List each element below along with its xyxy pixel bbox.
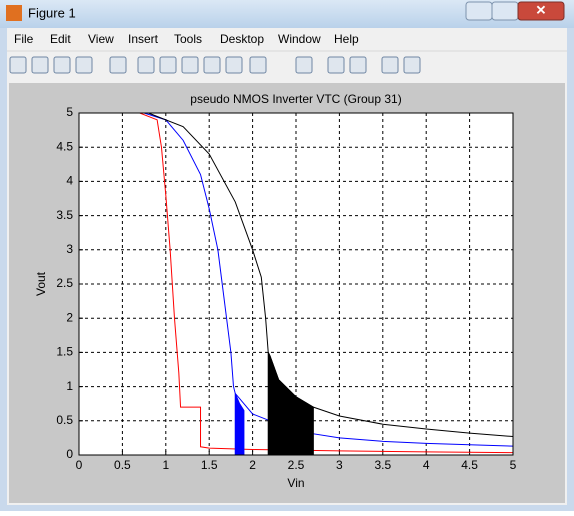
x-tick-label: 2.5 [288,458,305,472]
minimize-button[interactable] [465,1,493,21]
filled-region [267,352,314,456]
series-line [79,112,514,447]
toolbar-button[interactable] [381,56,399,74]
y-tick-label: 5 [66,105,73,119]
y-tick-label: 0 [66,447,73,461]
toolbar-button[interactable] [109,56,127,74]
chart-title: pseudo NMOS Inverter VTC (Group 31) [190,92,401,106]
y-tick-label: 1.5 [56,345,73,359]
plot: 0 0.5 1 1.5 2 2.5 3 3.5 4 4.5 5 0 0.5 1 1.5 2 2.5 3 3.5 4 4.… [56,105,516,472]
y-tick-label: 3.5 [56,208,73,222]
x-tick-label: 4.5 [461,458,478,472]
menu-item[interactable]: Insert [128,32,159,46]
toolbar [9,56,421,74]
close-button[interactable] [517,1,565,21]
y-tick-label: 4.5 [56,139,73,153]
axes-box [78,112,514,456]
menu-bar: File Edit View Insert Tools Desktop Window Help [14,32,359,46]
y-tick-label: 3 [66,242,73,256]
x-tick-label: 4 [423,458,430,472]
x-tick-label: 2 [249,458,256,472]
menu-item[interactable]: Help [334,32,359,46]
x-tick-label: 3.5 [374,458,391,472]
app-icon [6,5,22,21]
x-tick-label: 0 [76,458,83,472]
x-tick-label: 0.5 [114,458,131,472]
menu-item[interactable]: Edit [50,32,71,46]
maximize-button[interactable] [491,1,519,21]
toolbar-button[interactable] [75,56,93,74]
menu-item[interactable]: File [14,32,34,46]
menu-item[interactable]: Tools [174,32,202,46]
y-axis-label: Vout [34,271,48,296]
toolbar-button[interactable] [9,56,27,74]
toolbar-button[interactable] [53,56,71,74]
toolbar-button[interactable] [181,56,199,74]
x-axis-label: Vin [287,476,304,490]
y-tick-label: 4 [66,174,73,188]
y-tick-label: 0.5 [56,413,73,427]
x-tick-label: 5 [510,458,517,472]
toolbar-button[interactable] [295,56,313,74]
toolbar-button[interactable] [159,56,177,74]
toolbar-button[interactable] [403,56,421,74]
x-tick-label: 1 [162,458,169,472]
menu-item[interactable]: Window [278,32,321,46]
menu-item[interactable]: View [88,32,114,46]
x-tick-label: 1.5 [201,458,218,472]
toolbar-button[interactable] [203,56,221,74]
toolbar-button[interactable] [137,56,155,74]
menu-item[interactable]: Desktop [220,32,264,46]
x-tick-label: 3 [336,458,343,472]
y-tick-label: 2.5 [56,276,73,290]
window-title: Figure 1 [28,5,76,20]
toolbar-button[interactable] [349,56,367,74]
toolbar-button[interactable] [249,56,267,74]
toolbar-button[interactable] [225,56,243,74]
toolbar-button[interactable] [31,56,49,74]
y-tick-label: 1 [66,379,73,393]
close-icon: ✕ [536,2,547,17]
y-tick-label: 2 [66,310,73,324]
toolbar-button[interactable] [327,56,345,74]
